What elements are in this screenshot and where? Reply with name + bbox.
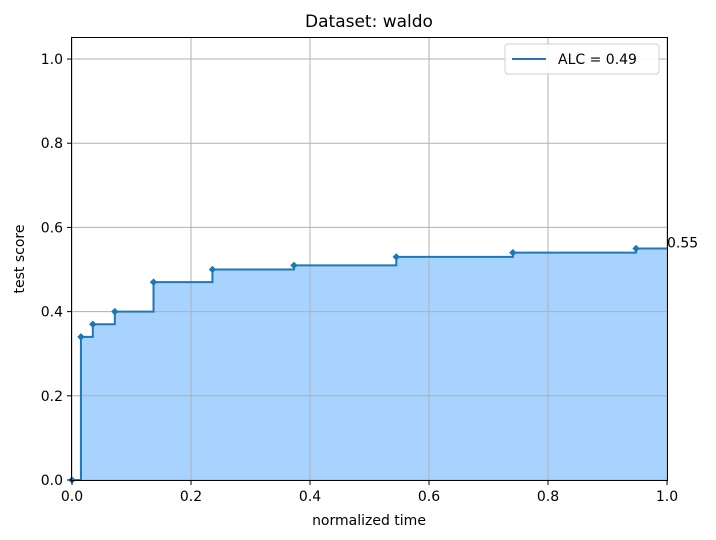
y-tick-label: 0.6 (41, 220, 63, 236)
y-axis: 0.0 0.2 0.4 0.6 0.8 1.0 (41, 52, 72, 489)
y-tick-label: 0.4 (41, 305, 63, 321)
x-tick-label: 0.2 (180, 489, 202, 505)
x-tick-label: 0.6 (418, 489, 440, 505)
legend-label: ALC = 0.49 (558, 52, 637, 68)
x-tick-label: 0.4 (299, 489, 321, 505)
x-axis-label: normalized time (312, 513, 426, 529)
area-fill (72, 248, 667, 480)
data-point (392, 253, 400, 261)
data-point (208, 265, 217, 274)
x-tick-label: 1.0 (656, 489, 678, 505)
chart-title: Dataset: waldo (305, 12, 433, 32)
data-point (77, 333, 85, 341)
legend: ALC = 0.49 (504, 43, 660, 75)
area-fill-layer (72, 248, 667, 480)
y-tick-label: 0.0 (41, 473, 63, 489)
data-point (111, 307, 119, 316)
y-tick-label: 1.0 (41, 52, 63, 68)
axes-frame (71, 37, 668, 481)
y-axis-label: test score (12, 225, 28, 294)
y-tick-label: 0.8 (41, 136, 63, 152)
plot-area (68, 37, 668, 484)
legend-box (504, 43, 660, 75)
marker-layer (68, 244, 640, 484)
value-annotation: 0.55 (667, 235, 698, 251)
y-tick-label: 0.2 (41, 389, 63, 405)
data-point (632, 244, 640, 253)
x-tick-label: 0.0 (61, 489, 83, 505)
data-point (509, 248, 517, 257)
data-point (89, 320, 97, 328)
annotation-layer: 0.55 (667, 235, 698, 251)
data-point (290, 261, 298, 270)
data-point (149, 278, 158, 286)
x-tick-label: 0.8 (537, 489, 559, 505)
x-axis: 0.0 0.2 0.4 0.6 0.8 1.0 (61, 480, 678, 505)
